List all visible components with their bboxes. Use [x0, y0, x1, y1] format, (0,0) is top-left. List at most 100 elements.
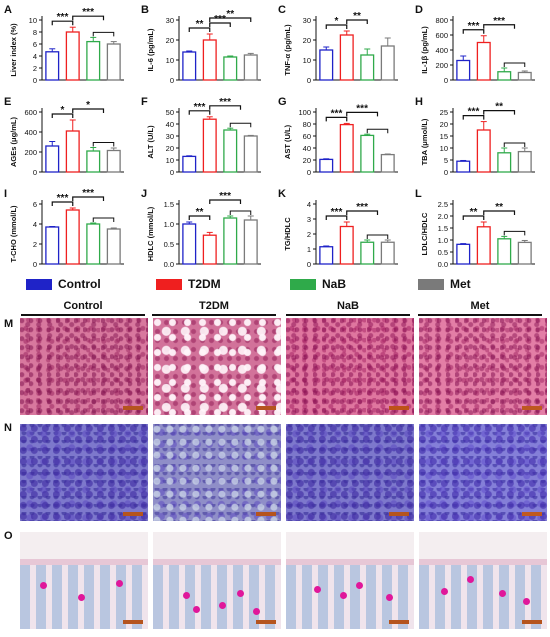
- y-tick-label: 200: [24, 148, 37, 157]
- panel-letter-n: N: [4, 422, 12, 434]
- bar-t2dm: [202, 118, 217, 173]
- y-tick-label: 0: [307, 260, 311, 269]
- significance-bracket: [325, 24, 348, 29]
- bar-nab: [497, 238, 512, 265]
- micrograph-he-t2dm: [153, 318, 281, 415]
- legend-label-control: Control: [58, 277, 101, 291]
- bar-t2dm: [202, 234, 217, 265]
- y-axis-label: IL-6 (pg/mL): [146, 28, 155, 71]
- y-tick-label: 40: [166, 120, 174, 129]
- bar-met: [380, 45, 395, 81]
- micrograph-he-met: [419, 318, 547, 415]
- panel-letter: J: [141, 188, 147, 200]
- bar-control: [45, 145, 60, 173]
- bar-met: [380, 153, 395, 173]
- y-tick-label: 60: [303, 132, 311, 141]
- bar-t2dm: [65, 130, 80, 173]
- significance-bracket: [188, 110, 211, 115]
- bar-t2dm: [476, 129, 491, 173]
- y-axis-label: TBA (μmol/L): [420, 118, 429, 165]
- bar-control: [319, 158, 334, 173]
- y-tick-label: 10: [29, 16, 37, 25]
- y-tick-label: 600: [435, 31, 448, 40]
- y-tick-label: 10: [166, 56, 174, 65]
- panel-letter-m: M: [4, 318, 14, 330]
- y-tick-label: 0: [170, 168, 174, 177]
- y-tick-label: 0.0: [438, 260, 448, 269]
- bar-control: [45, 226, 60, 265]
- significance-label: ***: [214, 14, 226, 25]
- column-title-t2dm: T2DM: [199, 300, 229, 312]
- panel-letter: K: [278, 188, 286, 200]
- bar-met: [243, 219, 258, 265]
- significance-bracket: [72, 108, 105, 113]
- bar-control: [319, 246, 334, 265]
- bar-t2dm: [476, 41, 491, 81]
- panel-letter: E: [4, 96, 11, 108]
- significance-bracket: [188, 27, 211, 32]
- goblet-cell: [219, 602, 226, 609]
- y-axis-label: AST (U/L): [283, 124, 292, 159]
- bar-t2dm: [339, 123, 354, 173]
- y-axis-label: T-CHO (mmol/L): [9, 205, 18, 263]
- legend-label-met: Met: [450, 277, 471, 291]
- bar-t2dm: [476, 226, 491, 265]
- column-title-met: Met: [470, 300, 490, 312]
- panel-letter: C: [278, 4, 286, 16]
- y-tick-label: 100: [298, 108, 311, 117]
- y-axis-label: AGEs (μg/mL): [9, 116, 18, 167]
- significance-bracket: [483, 109, 516, 115]
- y-tick-label: 20: [440, 120, 448, 129]
- bar-t2dm: [65, 31, 80, 81]
- sub-bracket: [366, 234, 389, 239]
- sub-bracket: [503, 62, 526, 67]
- y-axis-label: HDLC (mmol/L): [146, 206, 155, 261]
- micrograph-pas-t2dm: [153, 424, 281, 521]
- y-tick-label: 0: [444, 168, 448, 177]
- micrograph-column-headers: Control T2DM NaB Met: [0, 300, 550, 320]
- y-tick-label: 4: [33, 52, 37, 61]
- significance-label: ***: [219, 191, 231, 202]
- legend-swatch-control: [26, 278, 52, 290]
- scale-bar: [256, 406, 276, 410]
- scale-bar: [123, 512, 143, 516]
- y-tick-label: 2.0: [438, 212, 448, 221]
- y-tick-label: 80: [303, 120, 311, 129]
- panel-letter: A: [4, 4, 12, 16]
- legend: Control T2DM NaB Met: [0, 276, 550, 294]
- significance-bracket: [209, 105, 242, 110]
- goblet-cell: [499, 590, 506, 597]
- legend-label-t2dm: T2DM: [188, 277, 221, 291]
- panel-letter: L: [415, 188, 422, 200]
- bar-control: [456, 59, 471, 81]
- chart-panel-a: A Liver index (%) 0 2 4 6 8 10 *** ***: [4, 4, 124, 85]
- y-axis-label: Liver index (%): [9, 23, 18, 77]
- significance-bracket: [462, 114, 485, 120]
- significance-bracket: [462, 215, 485, 220]
- significance-label: *: [86, 100, 90, 111]
- significance-bracket: [51, 20, 74, 26]
- panel-letter: B: [141, 4, 149, 16]
- y-tick-label: 5: [444, 156, 448, 165]
- bar-nab: [86, 223, 101, 265]
- bar-nab: [360, 134, 375, 173]
- y-tick-label: 6: [33, 40, 37, 49]
- scale-bar: [389, 406, 409, 410]
- bar-control: [456, 160, 471, 173]
- bar-control: [182, 155, 197, 173]
- legend-item-control: Control: [26, 276, 101, 292]
- significance-label: **: [495, 102, 503, 113]
- goblet-cell: [340, 592, 347, 599]
- y-tick-label: 1.5: [438, 224, 448, 233]
- panel-letter: G: [278, 96, 287, 108]
- significance-label: *: [335, 16, 339, 27]
- micrograph-pas-met: [419, 424, 547, 521]
- column-divider: [286, 314, 410, 316]
- scale-bar: [522, 620, 542, 624]
- micrograph-he-nab: [286, 318, 414, 415]
- column-divider: [418, 314, 542, 316]
- legend-swatch-met: [418, 278, 444, 290]
- significance-label: ***: [57, 12, 69, 23]
- y-tick-label: 30: [166, 16, 174, 25]
- micrograph-villi-nab: [286, 532, 414, 629]
